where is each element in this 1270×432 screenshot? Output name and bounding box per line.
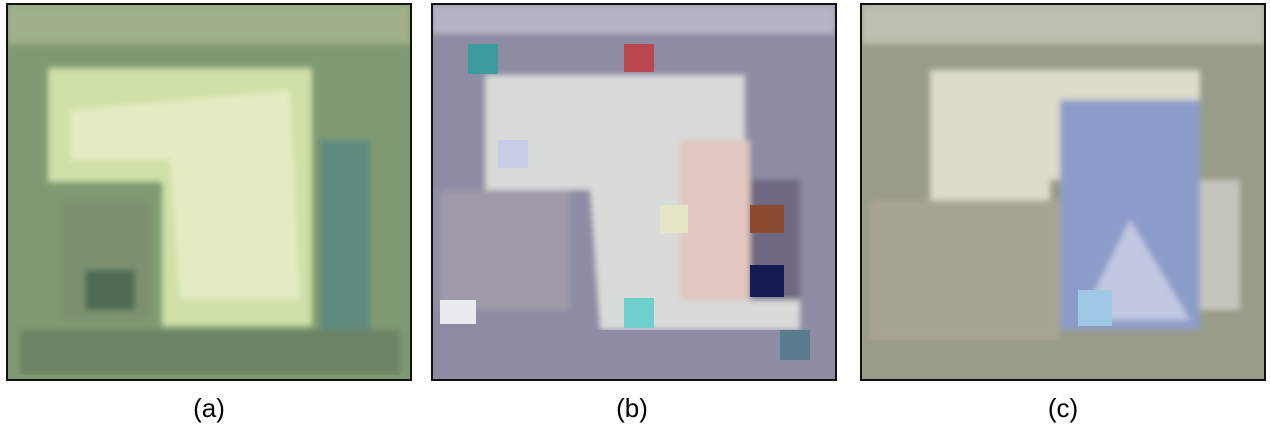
caption: (c) bbox=[1048, 393, 1078, 423]
panel-c-image bbox=[861, 4, 1265, 380]
caption: (a) bbox=[193, 393, 225, 423]
panel-b-image bbox=[432, 4, 836, 380]
page: (a) (b) (c) (() => { const data = JSON.p… bbox=[0, 0, 1270, 432]
panel-a-image bbox=[7, 4, 411, 380]
figure: (a) (b) (c) bbox=[0, 0, 1270, 432]
caption: (b) bbox=[616, 393, 648, 423]
